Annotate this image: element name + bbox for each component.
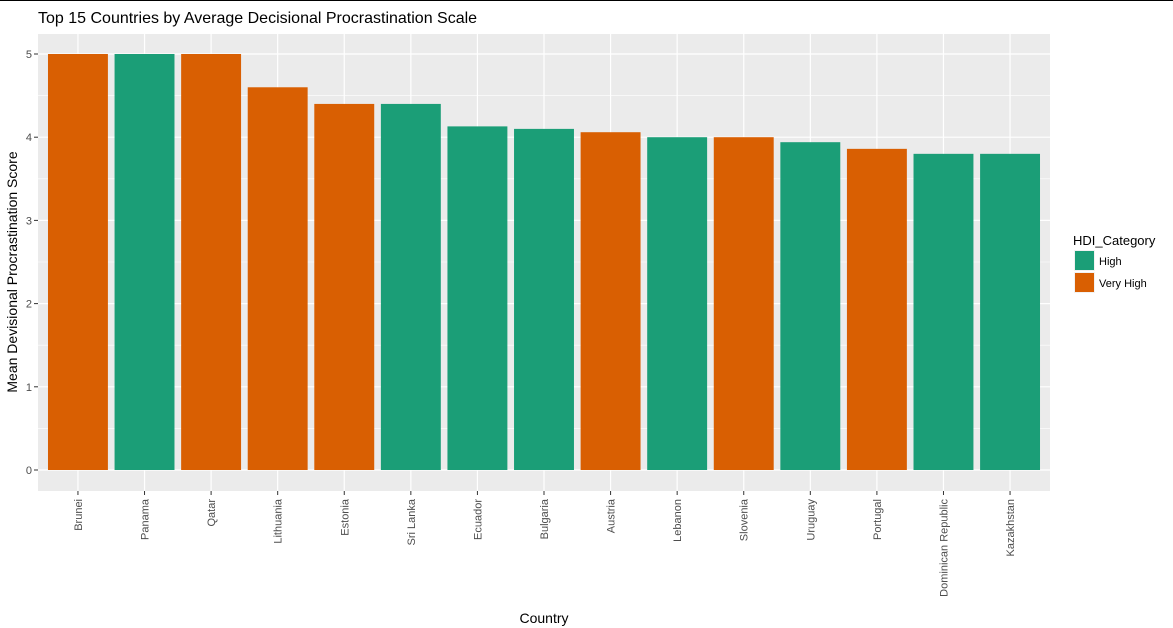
bar-panama [114, 54, 175, 470]
y-tick-label: 3 [26, 215, 32, 227]
x-tick-label: Panama [140, 498, 152, 540]
bar-sri-lanka [380, 103, 441, 471]
y-tick-label: 2 [26, 299, 32, 311]
bar-lebanon [647, 137, 708, 470]
y-tick-label: 0 [26, 465, 32, 477]
bar-qatar [181, 54, 242, 470]
legend-swatch [1075, 273, 1094, 292]
x-tick-label: Portugal [872, 499, 884, 540]
legend-title: HDI_Category [1073, 233, 1156, 248]
x-tick-label: Bulgaria [539, 498, 551, 539]
x-tick-label: Estonia [339, 498, 351, 536]
x-tick-label: Dominican Republic [938, 499, 950, 597]
bar-layer [47, 54, 1041, 471]
y-axis: 0 1 2 3 4 5 [26, 49, 38, 477]
bar-kazakhstan [980, 153, 1041, 470]
x-tick-label: Lebanon [672, 499, 684, 542]
x-tick-label: Austria [606, 498, 618, 533]
legend-label: High [1099, 256, 1122, 268]
x-tick-label: Uruguay [805, 499, 817, 541]
legend: HDI_Category High Very High [1073, 233, 1156, 293]
y-tick-label: 1 [26, 382, 32, 394]
x-axis-title: Country [519, 610, 568, 626]
chart-title: Top 15 Countries by Average Decisional P… [38, 10, 477, 27]
x-tick-label: Slovenia [739, 498, 751, 541]
bar-austria [580, 132, 641, 470]
bar-bulgaria [514, 128, 574, 470]
y-axis-title: Mean Devisional Procrastination Score [4, 151, 20, 392]
legend-items: High Very High [1074, 250, 1147, 293]
bar-ecuador [447, 126, 508, 470]
x-tick-label: Brunei [73, 499, 85, 531]
legend-swatch [1075, 251, 1094, 270]
bar-estonia [314, 103, 375, 471]
bar-brunei [47, 54, 108, 470]
y-tick-label: 4 [26, 132, 32, 144]
x-tick-label: Lithuania [273, 498, 285, 544]
bar-portugal [846, 148, 907, 470]
x-tick-label: Sri Lanka [406, 498, 418, 545]
bar-uruguay [780, 142, 841, 470]
x-tick-label: Kazakhstan [1005, 499, 1017, 556]
bar-lithuania [247, 87, 308, 470]
x-tick-label: Qatar [206, 499, 218, 527]
bar-slovenia [713, 137, 774, 470]
x-axis: Brunei Panama Qatar Lithuania Estonia Sri Lan… [73, 491, 1017, 597]
y-tick-label: 5 [26, 49, 32, 61]
legend-label: Very High [1099, 278, 1147, 290]
x-tick-label: Ecuador [472, 499, 484, 540]
bar-dominican-republic [913, 153, 974, 470]
